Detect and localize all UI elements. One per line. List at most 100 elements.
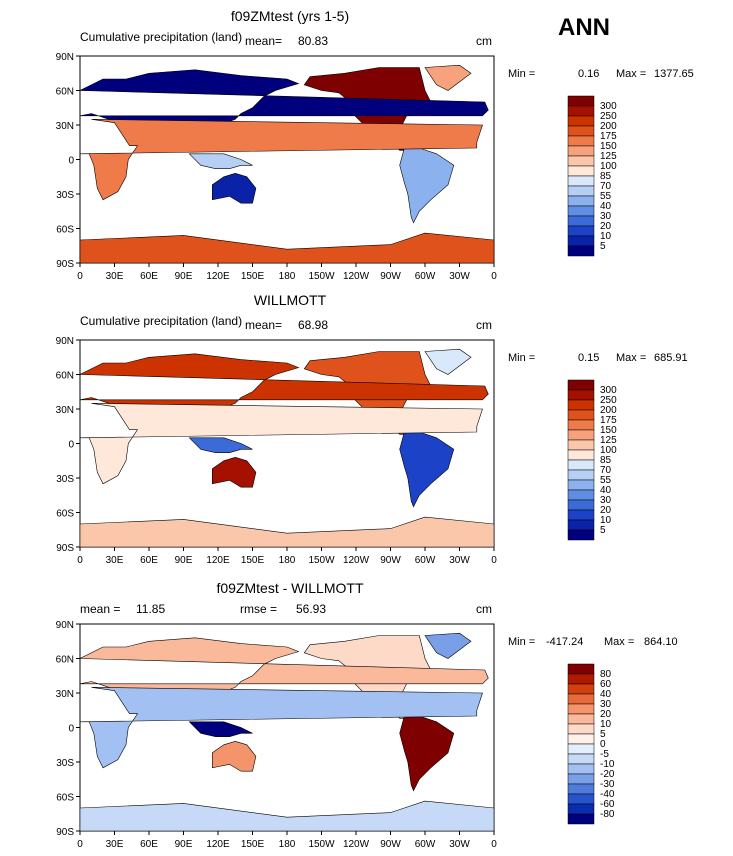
lat-tick-label: 0 [68, 156, 74, 167]
lon-tick-label: 0 [77, 271, 83, 282]
colorbar-label: 20 [600, 505, 612, 516]
land-africa [80, 119, 483, 201]
lat-tick-label: 0 [68, 724, 74, 735]
lat-tick-label: 90S [56, 543, 74, 554]
max-label: Max = [604, 636, 635, 648]
mean-label: mean= [245, 34, 283, 48]
colorbar-swatch [567, 449, 595, 461]
min-value: -417.24 [546, 636, 584, 648]
colorbar-swatch [567, 135, 595, 147]
colorbar-label: 10 [600, 515, 612, 526]
units-label: cm [476, 318, 492, 332]
max-label: Max = [616, 352, 647, 364]
colorbar-swatch [567, 459, 595, 471]
lat-tick-label: 60S [56, 793, 74, 804]
lon-tick-label: 60W [415, 555, 436, 566]
colorbar-label: -20 [600, 769, 615, 780]
max-value: 685.91 [654, 352, 688, 364]
colorbar-label: 5 [600, 241, 606, 252]
min-label: Min = [508, 68, 536, 80]
lat-tick-label: 30S [56, 758, 74, 769]
lat-tick-label: 30N [56, 121, 74, 132]
lon-tick-label: 120E [206, 839, 230, 850]
colorbar-label: 250 [600, 111, 617, 122]
land-greenland [424, 64, 472, 91]
lon-tick-label: 90W [380, 271, 401, 282]
colorbar-swatch [567, 683, 595, 695]
colorbar-label: 55 [600, 475, 612, 486]
land-africa [80, 687, 483, 769]
lon-tick-label: 30W [449, 271, 470, 282]
colorbar-swatch [567, 419, 595, 431]
mean-label: mean = [80, 602, 121, 616]
colorbar-swatch [567, 205, 595, 217]
lon-tick-label: 120W [343, 555, 370, 566]
panel-title: f09ZMtest - WILLMOTT [216, 580, 364, 596]
lat-tick-label: 90N [56, 620, 74, 631]
colorbar-swatch [567, 753, 595, 765]
colorbar-label: 40 [600, 201, 612, 212]
colorbar-label: 70 [600, 465, 612, 476]
panel-title: WILLMOTT [253, 292, 327, 308]
mean-value: 68.98 [298, 318, 329, 332]
colorbar-label: 0 [600, 739, 606, 750]
min-value: 0.15 [578, 352, 600, 364]
lon-tick-label: 150W [308, 271, 335, 282]
land-south-america [399, 147, 455, 224]
min-value: 0.16 [578, 68, 600, 80]
lon-tick-label: 30E [106, 271, 124, 282]
colorbar-swatch [567, 489, 595, 501]
land-greenland [424, 632, 472, 659]
lon-tick-label: 180 [279, 555, 296, 566]
lon-tick-label: 150E [241, 839, 265, 850]
colorbar-swatch [567, 245, 595, 257]
lat-tick-label: 0 [68, 440, 74, 451]
lat-tick-label: 30N [56, 405, 74, 416]
land-antarctica [80, 800, 494, 831]
colorbar-swatch [567, 145, 595, 157]
lon-tick-label: 120W [343, 839, 370, 850]
colorbar-label: -80 [600, 809, 615, 820]
lat-tick-label: 90S [56, 259, 74, 270]
colorbar-label: 5 [600, 525, 606, 536]
min-label: Min = [508, 636, 536, 648]
lon-tick-label: 180 [279, 271, 296, 282]
season-label: ANN [558, 14, 610, 41]
colorbar-label: 55 [600, 191, 612, 202]
colorbar-swatch [567, 783, 595, 795]
colorbar-swatch [567, 733, 595, 745]
colorbar-swatch [567, 389, 595, 401]
lat-tick-label: 90N [56, 336, 74, 347]
colorbar-swatch [567, 723, 595, 735]
colorbar-label: 200 [600, 405, 617, 416]
colorbar-label: 30 [600, 495, 612, 506]
land-antarctica [80, 516, 494, 547]
colorbar-swatch [567, 399, 595, 411]
colorbar-swatch [567, 479, 595, 491]
colorbar-swatch [567, 165, 595, 177]
colorbar-swatch [567, 763, 595, 775]
colorbar-swatch [567, 195, 595, 207]
lon-tick-label: 0 [491, 839, 497, 850]
lat-tick-label: 60N [56, 87, 74, 98]
lat-tick-label: 30S [56, 190, 74, 201]
colorbar-swatch [567, 185, 595, 197]
colorbar-swatch [567, 155, 595, 167]
lon-tick-label: 90W [380, 555, 401, 566]
lat-tick-label: 30S [56, 474, 74, 485]
colorbar-swatch [567, 225, 595, 237]
rmse-value: 56.93 [296, 602, 327, 616]
lon-tick-label: 90W [380, 839, 401, 850]
colorbar-swatch [567, 499, 595, 511]
colorbar-swatch [567, 693, 595, 705]
colorbar-label: 125 [600, 435, 617, 446]
colorbar-label: 30 [600, 211, 612, 222]
land-indonesia [188, 437, 253, 453]
colorbar-swatch [567, 703, 595, 715]
colorbar-label: -60 [600, 799, 615, 810]
lon-tick-label: 150E [241, 555, 265, 566]
